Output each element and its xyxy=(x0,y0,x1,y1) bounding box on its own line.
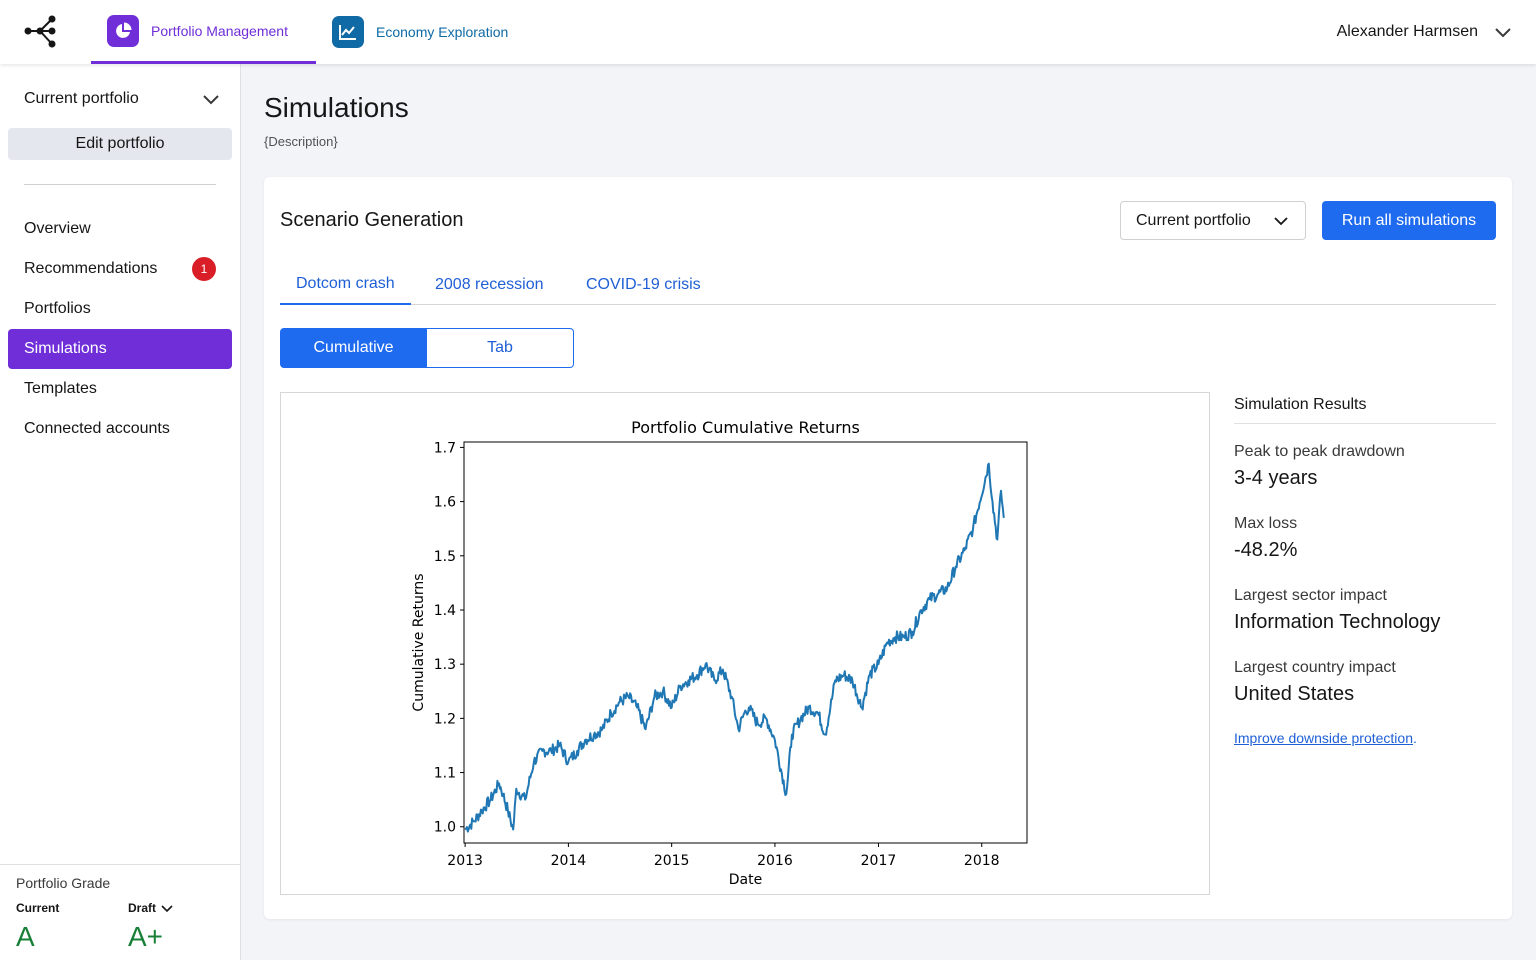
card-title: Scenario Generation xyxy=(280,209,464,231)
sidebar-item-label: Connected accounts xyxy=(24,420,170,437)
portfolio-select[interactable]: Current portfolio xyxy=(24,90,220,108)
improve-downside-link[interactable]: Improve downside protection xyxy=(1234,730,1413,746)
x-tick-label: 2015 xyxy=(654,853,690,869)
sidebar-item-label: Templates xyxy=(24,380,97,397)
page-title: Simulations xyxy=(264,92,409,123)
y-tick-label: 1.7 xyxy=(434,440,456,456)
series-line-cumulative-returns xyxy=(464,462,1005,833)
x-tick-label: 2017 xyxy=(861,853,897,869)
app-tab-portfolio-management[interactable]: Portfolio Management xyxy=(91,0,316,64)
grade-title: Portfolio Grade xyxy=(16,875,111,891)
sidebar-item-label: Overview xyxy=(24,220,91,237)
tab-label: Dotcom crash xyxy=(296,275,395,292)
chart-title: Portfolio Cumulative Returns xyxy=(631,418,860,437)
x-axis-label: Date xyxy=(729,872,762,888)
chart-container: Portfolio Cumulative Returns 1.0 1.1 1.2 1.3… xyxy=(280,392,1210,895)
app-tab-economy-exploration[interactable]: Economy Exploration xyxy=(332,0,552,64)
simulation-results: Simulation Results Peak to peak drawdown… xyxy=(1234,392,1496,746)
sidebar: Current portfolio Edit portfolio Overvie… xyxy=(0,64,241,960)
user-menu[interactable]: Alexander Harmsen xyxy=(1337,0,1512,64)
chevron-down-icon xyxy=(1274,217,1288,226)
tab-label: 2008 recession xyxy=(435,276,544,293)
metric-label: Peak to peak drawdown xyxy=(1234,443,1405,460)
x-tick-label: 2013 xyxy=(447,853,483,869)
y-tick-label: 1.0 xyxy=(434,820,456,836)
grade-current-value: A xyxy=(16,921,35,952)
y-tick-label: 1.5 xyxy=(434,549,456,565)
top-bar: Portfolio Management Economy Exploration… xyxy=(0,0,1536,64)
tab-2008-recession[interactable]: 2008 recession xyxy=(435,265,544,305)
tab-label: COVID-19 crisis xyxy=(586,276,701,293)
sidebar-item-simulations[interactable]: Simulations xyxy=(8,329,232,369)
sidebar-nav: Overview Recommendations 1 Portfolios Si… xyxy=(8,209,232,449)
portfolio-select-label: Current portfolio xyxy=(24,90,139,107)
user-name: Alexander Harmsen xyxy=(1336,23,1478,40)
grade-current-label: Current xyxy=(16,901,60,915)
sidebar-item-label: Recommendations xyxy=(24,260,158,277)
run-all-simulations-button[interactable]: Run all simulations xyxy=(1322,201,1496,240)
portfolio-grade: Portfolio Grade Current Draft A A+ xyxy=(0,864,240,960)
metric-value: -48.2% xyxy=(1234,539,1298,561)
improve-link-row: Improve downside protection. xyxy=(1234,730,1417,746)
y-axis-label: Cumulative Returns xyxy=(411,573,427,711)
metric-value: Information Technology xyxy=(1234,611,1441,633)
metric-value: United States xyxy=(1234,683,1355,705)
metric-label: Max loss xyxy=(1234,515,1298,532)
grade-draft-value: A+ xyxy=(128,921,164,952)
y-tick-label: 1.2 xyxy=(434,711,456,727)
sidebar-item-recommendations[interactable]: Recommendations 1 xyxy=(8,249,232,289)
metric-label: Largest sector impact xyxy=(1234,587,1387,604)
edit-portfolio-button[interactable]: Edit portfolio xyxy=(8,128,232,160)
chevron-down-icon xyxy=(1495,28,1511,38)
app-tab-label: Economy Exploration xyxy=(376,24,509,40)
metric-sector-impact: Largest sector impact Information Techno… xyxy=(1234,587,1440,634)
sidebar-item-label: Simulations xyxy=(24,340,107,357)
metric-max-loss: Max loss -48.2% xyxy=(1234,515,1297,562)
link-suffix: . xyxy=(1413,730,1417,746)
sidebar-item-portfolios[interactable]: Portfolios xyxy=(8,289,232,329)
view-toggle: Cumulative Tab xyxy=(280,328,574,368)
network-logo-icon[interactable] xyxy=(22,14,60,50)
y-tick-label: 1.4 xyxy=(434,603,456,619)
x-tick-label: 2018 xyxy=(964,853,1000,869)
sidebar-divider xyxy=(24,184,216,185)
sidebar-item-label: Portfolios xyxy=(24,300,91,317)
metric-label: Largest country impact xyxy=(1234,659,1396,676)
pie-chart-icon xyxy=(107,14,139,47)
chevron-down-icon xyxy=(203,95,219,105)
tab-covid-19-crisis[interactable]: COVID-19 crisis xyxy=(586,265,701,305)
notification-badge: 1 xyxy=(192,257,216,281)
portfolio-dropdown[interactable]: Current portfolio xyxy=(1120,201,1306,240)
grade-draft-label: Draft xyxy=(128,901,157,915)
portfolio-dropdown-value: Current portfolio xyxy=(1136,211,1251,229)
metric-peak-drawdown: Peak to peak drawdown 3-4 years xyxy=(1234,443,1405,490)
scenario-tabs: Dotcom crash 2008 recession COVID-19 cri… xyxy=(280,265,1496,305)
toggle-tab[interactable]: Tab xyxy=(427,328,574,368)
chevron-down-icon xyxy=(161,905,173,913)
y-tick-label: 1.3 xyxy=(434,657,456,673)
sidebar-item-connected-accounts[interactable]: Connected accounts xyxy=(8,409,232,449)
results-title: Simulation Results xyxy=(1234,392,1496,424)
cumulative-returns-chart: Portfolio Cumulative Returns 1.0 1.1 1.2 1.3… xyxy=(411,418,1028,888)
plot-frame xyxy=(463,441,1028,844)
metric-country-impact: Largest country impact United States xyxy=(1234,659,1396,706)
scenario-card: Scenario Generation Current portfolio Ru… xyxy=(264,177,1512,919)
page-description: {Description} xyxy=(264,134,338,149)
metric-value: 3-4 years xyxy=(1234,467,1318,489)
tab-dotcom-crash[interactable]: Dotcom crash xyxy=(280,265,411,305)
sidebar-item-templates[interactable]: Templates xyxy=(8,369,232,409)
line-chart-icon xyxy=(332,16,364,48)
sidebar-item-overview[interactable]: Overview xyxy=(8,209,232,249)
x-tick-label: 2016 xyxy=(757,853,793,869)
toggle-cumulative[interactable]: Cumulative xyxy=(280,328,427,368)
grade-draft-select[interactable]: Draft xyxy=(128,901,174,915)
y-tick-label: 1.6 xyxy=(434,495,456,511)
y-tick-label: 1.1 xyxy=(434,766,456,782)
x-tick-label: 2014 xyxy=(551,853,587,869)
app-tab-label: Portfolio Management xyxy=(151,22,288,39)
